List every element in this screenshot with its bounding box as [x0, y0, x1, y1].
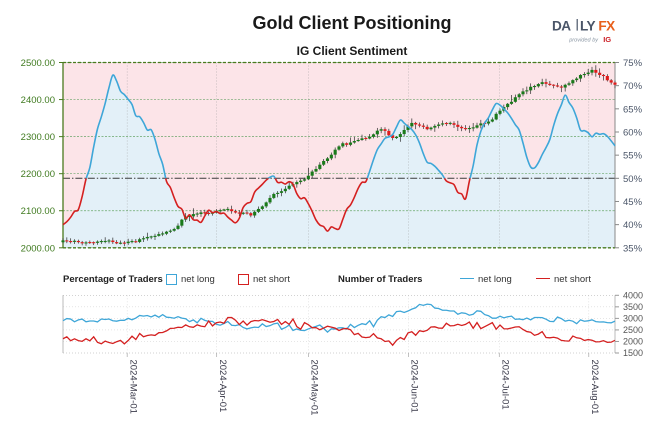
svg-text:65%: 65% — [623, 104, 643, 115]
svg-text:4000: 4000 — [623, 291, 643, 301]
svg-text:2024-May-01: 2024-May-01 — [309, 360, 320, 416]
svg-text:75%: 75% — [623, 58, 643, 69]
svg-text:2500: 2500 — [623, 325, 643, 335]
svg-text:2000.00: 2000.00 — [21, 243, 55, 254]
svg-text:35%: 35% — [623, 243, 643, 254]
svg-text:2400.00: 2400.00 — [21, 95, 55, 106]
svg-text:2200.00: 2200.00 — [21, 169, 55, 180]
svg-text:3500: 3500 — [623, 302, 643, 312]
svg-text:2024-Aug-01: 2024-Aug-01 — [589, 360, 600, 415]
svg-text:60%: 60% — [623, 127, 643, 138]
svg-text:2000: 2000 — [623, 337, 643, 347]
svg-text:3000: 3000 — [623, 314, 643, 324]
svg-text:50%: 50% — [623, 174, 643, 185]
svg-text:1500: 1500 — [623, 348, 643, 358]
svg-text:2500.00: 2500.00 — [21, 58, 55, 69]
svg-text:70%: 70% — [623, 81, 643, 92]
svg-text:2024-Mar-01: 2024-Mar-01 — [127, 360, 138, 414]
svg-text:2024-Jul-01: 2024-Jul-01 — [499, 360, 510, 410]
svg-text:45%: 45% — [623, 197, 643, 208]
svg-text:55%: 55% — [623, 151, 643, 162]
svg-text:2100.00: 2100.00 — [21, 206, 55, 217]
svg-text:2024-Jun-01: 2024-Jun-01 — [409, 360, 420, 413]
svg-text:2300.00: 2300.00 — [21, 132, 55, 143]
svg-text:2024-Apr-01: 2024-Apr-01 — [217, 360, 228, 413]
svg-text:40%: 40% — [623, 220, 643, 231]
